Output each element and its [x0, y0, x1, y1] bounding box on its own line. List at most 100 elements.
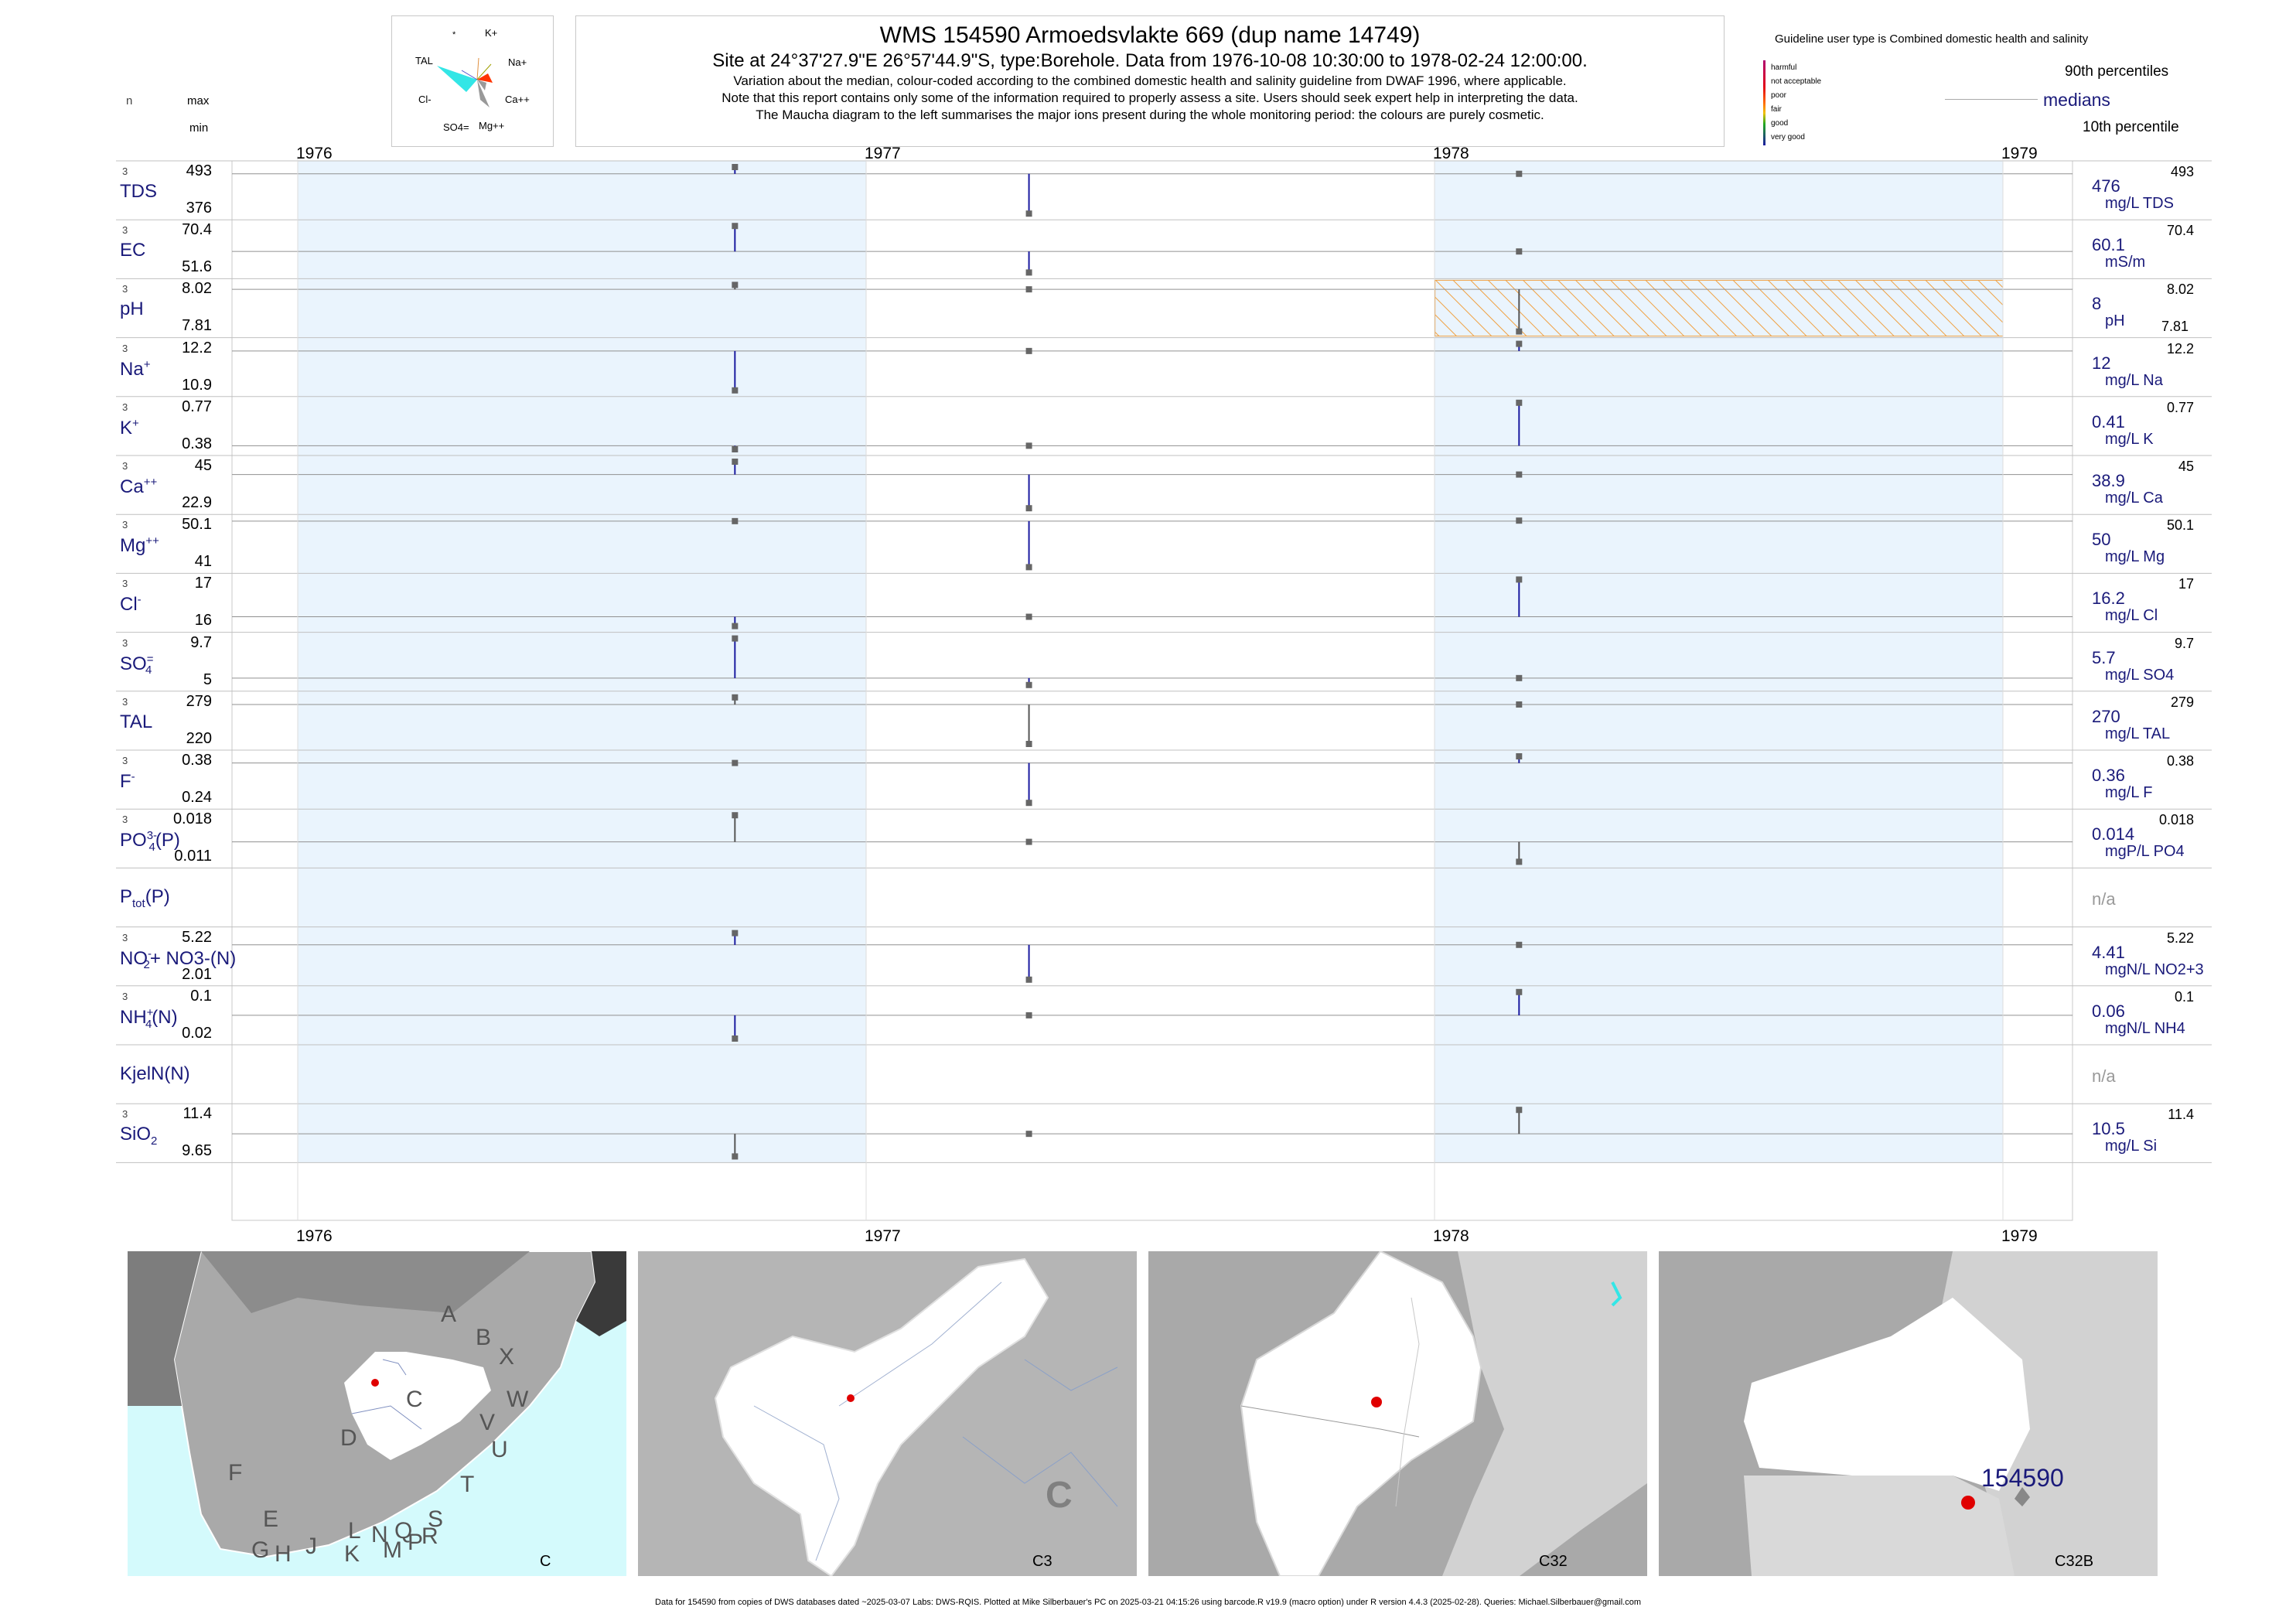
year-label-bottom: 1976	[296, 1227, 333, 1245]
maucha-na-sector	[477, 73, 493, 83]
row-min-mg: 41	[194, 553, 212, 571]
row-min-ph: 7.81	[182, 317, 212, 335]
data-point	[1025, 800, 1032, 807]
map-region-letter: K	[344, 1541, 360, 1567]
data-point	[1516, 753, 1523, 759]
data-point	[1516, 471, 1523, 478]
year-label-top: 1976	[296, 145, 333, 162]
maucha-label-mg: Mg++	[479, 120, 505, 131]
site-dot-c32b	[1961, 1496, 1975, 1510]
row-max-sio2: 11.4	[183, 1105, 212, 1123]
row-unit-so4: mg/L SO4	[2105, 666, 2175, 684]
guideline-level-5: very good	[1771, 133, 1805, 142]
map-c32: C32	[1148, 1251, 1647, 1576]
data-point	[1516, 941, 1523, 948]
row-median-cl: 16.2	[2092, 589, 2125, 609]
map-region-letter: D	[340, 1425, 357, 1451]
row-max-tds: 493	[186, 162, 212, 179]
row-unit-sio2: mg/L Si	[2105, 1138, 2158, 1155]
row-median-sio2: 10.5	[2092, 1119, 2125, 1139]
maucha-label-na: Na+	[508, 56, 527, 68]
row-min-sio2: 9.65	[182, 1142, 212, 1160]
title-box: WMS 154590 Armoedsvlakte 669 (dup name 1…	[575, 15, 1725, 147]
year-band-1976	[298, 161, 866, 1163]
row-right-max-no3: 5.22	[2166, 930, 2194, 946]
row-n-tal: 3	[122, 695, 128, 708]
row-right-max-sio2: 11.4	[2168, 1107, 2194, 1123]
data-point	[732, 812, 739, 819]
row-n-na: 3	[122, 342, 128, 354]
row-max-tal: 279	[186, 692, 212, 710]
row-right-max-ph: 8.02	[2166, 281, 2194, 298]
row-right-min-ph: 7.81	[2161, 319, 2189, 335]
col-header-max: max	[187, 94, 210, 107]
data-point	[1025, 505, 1032, 512]
map-region-letter: F	[228, 1460, 243, 1486]
map-c32b-svg	[1744, 1251, 2158, 1576]
row-median-so4: 5.7	[2092, 647, 2116, 667]
row-n-no3: 3	[122, 931, 128, 943]
ph-guideline-hatch	[1435, 279, 2004, 337]
row-right-max-cl: 17	[2178, 576, 2194, 592]
row-n-nh4: 3	[122, 990, 128, 1002]
maucha-label-tal: TAL	[415, 55, 433, 67]
data-point	[1516, 858, 1523, 865]
map-region-letter: J	[305, 1534, 317, 1559]
row-unit-na: mg/L Na	[2105, 371, 2163, 389]
row-min-k: 0.38	[182, 435, 212, 452]
row-label-ca: Ca++	[120, 476, 158, 497]
row-min-tal: 220	[186, 729, 212, 747]
data-point	[1516, 701, 1523, 708]
row-right-max-nh4: 0.1	[2174, 988, 2194, 1005]
maucha-label-ca: Ca++	[505, 94, 530, 105]
row-max-po4: 0.018	[172, 810, 212, 828]
row-right-max-ca: 45	[2178, 459, 2194, 474]
row-label-ptot: Ptot(P)	[120, 886, 170, 911]
data-point	[732, 759, 739, 766]
median-line-sample	[1945, 99, 2038, 100]
row-label-tds: TDS	[120, 181, 157, 202]
map-label-c32b: C32B	[2055, 1553, 2094, 1570]
row-max-so4: 9.7	[190, 633, 212, 651]
row-n-ec: 3	[122, 224, 128, 237]
row-min-nh4: 0.02	[182, 1024, 212, 1042]
map-region-letter: W	[507, 1387, 529, 1412]
data-point	[732, 164, 739, 170]
site-dot-c3	[847, 1394, 855, 1402]
row-unit-f: mg/L F	[2105, 784, 2153, 801]
map-region-letter: A	[441, 1302, 457, 1327]
data-point	[1025, 269, 1032, 276]
year-label-bottom: 1979	[2001, 1227, 2038, 1245]
map-region-letter: Q	[394, 1518, 413, 1544]
year-label-top: 1978	[1433, 145, 1469, 162]
data-point	[1025, 564, 1032, 571]
row-right-max-so4: 9.7	[2174, 635, 2194, 651]
maucha-label-k: K+	[485, 27, 498, 39]
row-min-po4: 0.011	[174, 848, 212, 865]
row-right-max-po4: 0.018	[2158, 812, 2194, 828]
data-point	[732, 459, 739, 465]
data-point	[1516, 674, 1523, 681]
row-label-cl: Cl-	[120, 593, 142, 616]
row-right-max-na: 12.2	[2166, 340, 2194, 357]
site-line: Site at 24°37'27.9"E 26°57'44.9"S, type:…	[712, 50, 1588, 71]
map-region-letter: V	[479, 1410, 496, 1435]
data-point	[1025, 286, 1032, 293]
guideline-level-4: good	[1771, 119, 1789, 128]
data-point	[1025, 741, 1032, 747]
row-unit-no3: mgN/L NO2+3	[2105, 960, 2204, 978]
data-point	[1516, 988, 1523, 995]
year-label-top: 1977	[865, 145, 901, 162]
row-max-k: 0.77	[182, 397, 212, 415]
row-unit-ec: mS/m	[2105, 254, 2146, 271]
row-label-ec: EC	[120, 240, 146, 261]
row-unit-ca: mg/L Ca	[2105, 490, 2163, 507]
year-label-bottom: 1977	[865, 1227, 901, 1245]
data-point	[732, 446, 739, 452]
map-region-letter: E	[263, 1506, 279, 1532]
row-max-na: 12.2	[182, 339, 212, 357]
data-point	[732, 223, 739, 230]
row-label-na: Na+	[120, 357, 151, 380]
site-dot-sa	[371, 1379, 379, 1387]
